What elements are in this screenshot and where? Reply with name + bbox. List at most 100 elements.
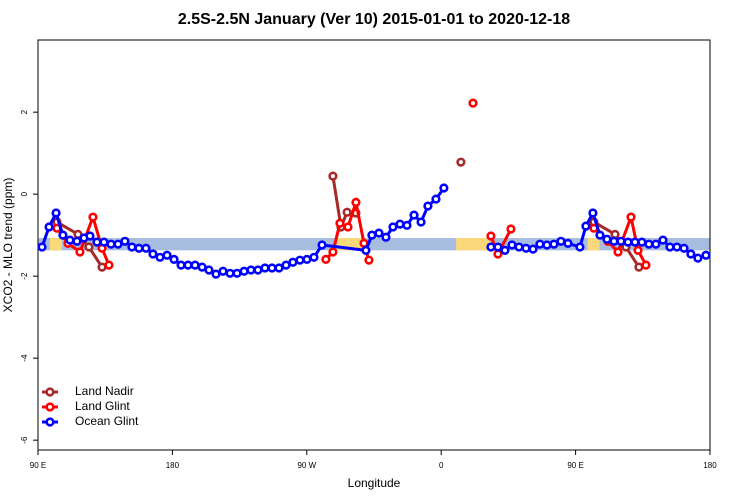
point (367, 230, 377, 240)
x-tick-label: 180 (166, 461, 180, 470)
series-line (40, 187, 707, 276)
point (342, 207, 352, 217)
point (211, 269, 221, 279)
y-tick-label: -2 (20, 272, 29, 280)
point (148, 249, 158, 259)
point (456, 157, 466, 167)
point (343, 222, 353, 232)
point (665, 242, 675, 252)
point (486, 242, 496, 252)
point (409, 210, 419, 220)
y-tick-label: 2 (20, 109, 29, 114)
point (701, 250, 711, 260)
point (141, 243, 151, 253)
point (134, 243, 144, 253)
point (623, 237, 633, 247)
point (302, 254, 312, 264)
point (328, 247, 338, 257)
point (549, 239, 559, 249)
point (267, 263, 277, 273)
point (535, 239, 545, 249)
point (595, 230, 605, 240)
point (84, 242, 94, 252)
point (88, 212, 98, 222)
point (679, 243, 689, 253)
point (658, 235, 668, 245)
point (395, 219, 405, 229)
land-band-segment (587, 238, 600, 251)
point (602, 234, 612, 244)
legend-marker (45, 402, 55, 412)
point (183, 260, 193, 270)
point (351, 197, 361, 207)
point (493, 249, 503, 259)
point (468, 98, 478, 108)
point (321, 254, 331, 264)
point (99, 237, 109, 247)
point (239, 266, 249, 276)
point (374, 228, 384, 238)
point (295, 255, 305, 265)
x-tick-label: 180 (703, 461, 717, 470)
point (506, 224, 516, 234)
y-tick-label: -6 (20, 436, 29, 444)
legend-label: Ocean Glint (75, 414, 139, 428)
y-tick-label: -4 (20, 354, 29, 362)
point (381, 232, 391, 242)
point (556, 236, 566, 246)
point (120, 236, 130, 246)
point (507, 240, 517, 250)
point (693, 253, 703, 263)
point (542, 240, 552, 250)
point (672, 242, 682, 252)
point (634, 262, 644, 272)
point (616, 236, 626, 246)
point (75, 247, 85, 257)
point (651, 239, 661, 249)
point (637, 237, 647, 247)
point (162, 250, 172, 260)
x-tick-label: 0 (439, 461, 444, 470)
point (218, 266, 228, 276)
point (613, 247, 623, 257)
point (176, 260, 186, 270)
point (246, 265, 256, 275)
point (106, 239, 116, 249)
point (190, 260, 200, 270)
point (72, 236, 82, 246)
point (364, 255, 374, 265)
x-tick-label: 90 E (30, 461, 46, 470)
point (644, 239, 654, 249)
point (361, 245, 371, 255)
legend-label: Land Nadir (75, 384, 134, 398)
x-tick-label: 90 W (297, 461, 316, 470)
point (65, 235, 75, 245)
point (686, 249, 696, 259)
land-band-segment (49, 238, 62, 251)
point (317, 240, 327, 250)
land-band-segment (456, 238, 491, 251)
point (575, 242, 585, 252)
point (521, 243, 531, 253)
point (58, 230, 68, 240)
point (609, 236, 619, 246)
legend-marker (45, 417, 55, 427)
chart-title: 2.5S-2.5N January (Ver 10) 2015-01-01 to… (178, 11, 570, 28)
point (431, 194, 441, 204)
point (309, 252, 319, 262)
point (641, 260, 651, 270)
point (588, 208, 598, 218)
point (388, 222, 398, 232)
y-axis-label: XCO2 - MLO trend (ppm) (1, 178, 15, 313)
point (328, 171, 338, 181)
point (610, 229, 620, 239)
point (37, 242, 47, 252)
point (260, 263, 270, 273)
y-tick-label: 0 (20, 191, 29, 196)
point (288, 257, 298, 267)
point (528, 244, 538, 254)
point (626, 212, 636, 222)
point (51, 208, 61, 218)
point (44, 222, 54, 232)
